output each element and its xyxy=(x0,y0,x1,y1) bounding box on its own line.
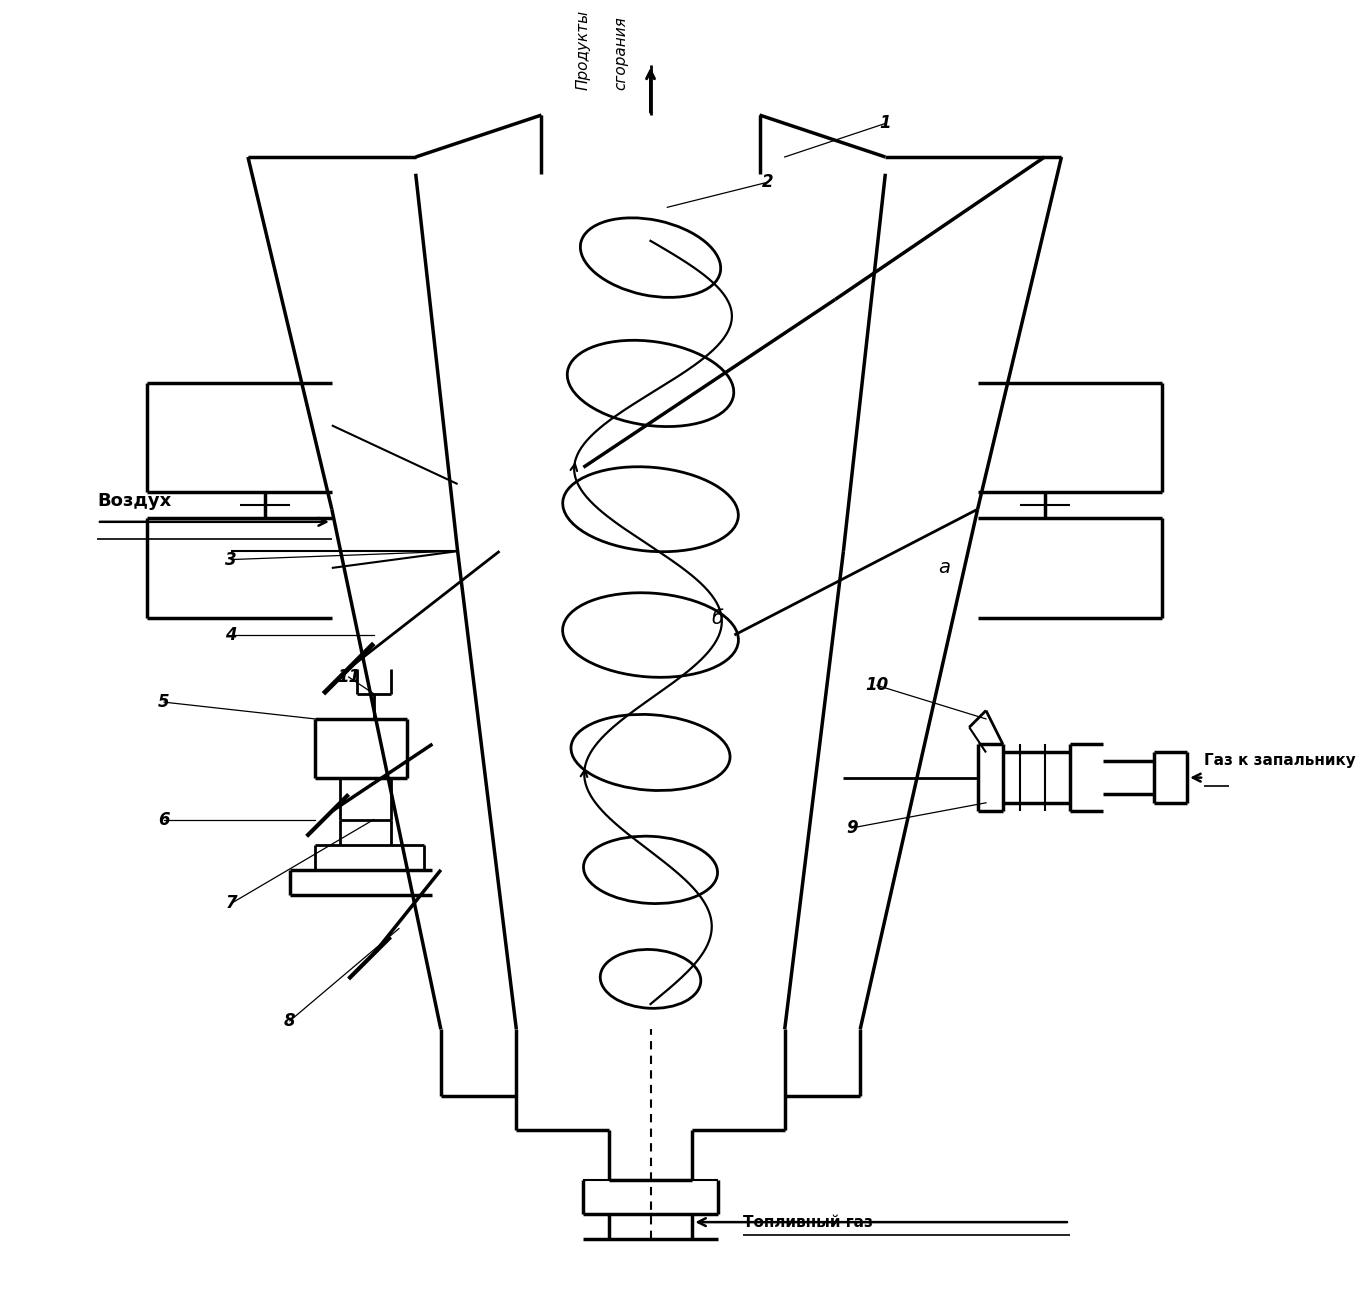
Text: Продукты: Продукты xyxy=(575,10,590,90)
Text: б: б xyxy=(711,609,723,627)
Text: а: а xyxy=(938,559,949,578)
Text: 1: 1 xyxy=(880,114,891,132)
Text: 5: 5 xyxy=(159,694,170,711)
Text: сгорания: сгорания xyxy=(614,16,629,90)
Text: 10: 10 xyxy=(866,677,889,695)
Text: 3: 3 xyxy=(225,551,237,569)
Text: 11: 11 xyxy=(337,668,360,686)
Text: Топливный газ: Топливный газ xyxy=(743,1215,873,1230)
Text: 4: 4 xyxy=(225,626,237,644)
Text: Воздух: Воздух xyxy=(97,492,171,509)
Text: 9: 9 xyxy=(847,818,858,837)
Text: Газ к запальнику: Газ к запальнику xyxy=(1204,753,1356,768)
Text: 6: 6 xyxy=(159,811,170,829)
Text: 8: 8 xyxy=(284,1012,296,1030)
Text: 7: 7 xyxy=(225,895,237,912)
Text: 2: 2 xyxy=(762,173,774,191)
